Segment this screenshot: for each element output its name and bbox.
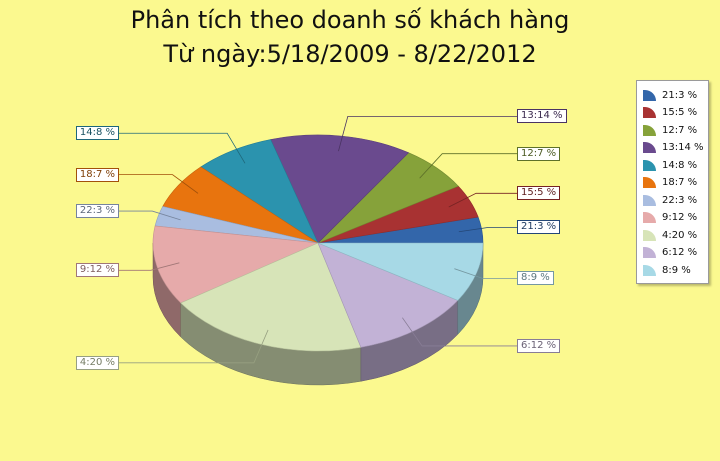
legend-swatch — [643, 194, 656, 206]
leader-line-2 — [419, 153, 517, 179]
leader-line-7 — [119, 262, 180, 271]
slice-data-label-9: 6:12 % — [517, 338, 561, 353]
legend-item-7: 9:12 % — [643, 210, 697, 226]
legend-item-2: 12:7 % — [643, 122, 697, 138]
legend-label: 6:12 % — [662, 247, 698, 258]
legend-label: 8:9 % — [662, 264, 691, 276]
pie-slice-3 — [270, 134, 410, 244]
slice-data-label-0: 21:3 % — [517, 220, 561, 235]
chart-subtitle: Từ ngày:5/18/2009 - 8/22/2012 — [163, 40, 537, 68]
slice-data-label-6: 22:3 % — [75, 204, 119, 219]
legend-label: 22:3 % — [662, 194, 698, 206]
legend-swatch — [643, 107, 656, 118]
legend-swatch — [643, 229, 656, 241]
legend-label: 4:20 % — [662, 229, 698, 241]
slice-data-label-8: 4:20 % — [75, 355, 119, 370]
legend-item-8: 4:20 % — [643, 227, 697, 243]
legend-swatch — [643, 247, 656, 258]
legend-label: 21:3 % — [662, 89, 698, 101]
legend-swatch — [643, 142, 656, 153]
leader-line-4 — [119, 132, 246, 164]
legend-swatch — [643, 124, 656, 136]
pie-slice-9 — [317, 242, 459, 348]
pie-slice-8 — [180, 242, 362, 352]
legend-label: 14:8 % — [662, 159, 698, 171]
legend-label: 9:12 % — [662, 212, 698, 223]
legend-item-1: 15:5 % — [643, 105, 697, 121]
leader-line-8 — [119, 329, 269, 364]
legend-label: 12:7 % — [662, 124, 698, 136]
chart-title: Phân tích theo doanh số khách hàng — [130, 6, 570, 34]
pie-slice-10 — [317, 242, 484, 301]
leader-line-10 — [454, 268, 517, 279]
legend-label: 15:5 % — [662, 107, 698, 118]
legend-swatch — [643, 159, 656, 171]
legend-swatch — [643, 89, 656, 101]
chart-legend: 21:3 % 15:5 % 12:7 % 13:14 % 14:8 % 18:7 % 22:… — [636, 80, 709, 284]
leader-line-0 — [458, 227, 517, 233]
pie-slice-7 — [152, 225, 320, 304]
legend-label: 13:14 % — [662, 142, 704, 153]
legend-item-4: 14:8 % — [643, 157, 697, 173]
legend-item-5: 18:7 % — [643, 175, 697, 191]
legend-swatch — [643, 264, 656, 276]
leader-line-9 — [402, 317, 517, 347]
legend-swatch — [643, 177, 656, 188]
leader-line-3 — [338, 115, 517, 152]
leader-line-5 — [119, 174, 199, 194]
legend-item-9: 6:12 % — [643, 245, 697, 261]
slice-data-label-1: 15:5 % — [517, 186, 561, 201]
slice-data-label-4: 14:8 % — [75, 126, 119, 141]
legend-item-10: 8:9 % — [643, 262, 691, 278]
legend-label: 18:7 % — [662, 177, 698, 188]
slice-data-label-10: 8:9 % — [517, 271, 554, 286]
slice-data-label-5: 18:7 % — [75, 167, 119, 182]
legend-item-6: 22:3 % — [643, 192, 697, 208]
slice-data-label-3: 13:14 % — [517, 109, 567, 124]
slice-data-label-2: 12:7 % — [517, 146, 561, 161]
legend-item-0: 21:3 % — [643, 87, 697, 103]
legend-swatch — [643, 212, 656, 223]
legend-item-3: 13:14 % — [643, 140, 704, 156]
slice-data-label-7: 9:12 % — [75, 263, 119, 278]
leader-line-6 — [119, 210, 181, 221]
leader-line-1 — [448, 192, 517, 208]
